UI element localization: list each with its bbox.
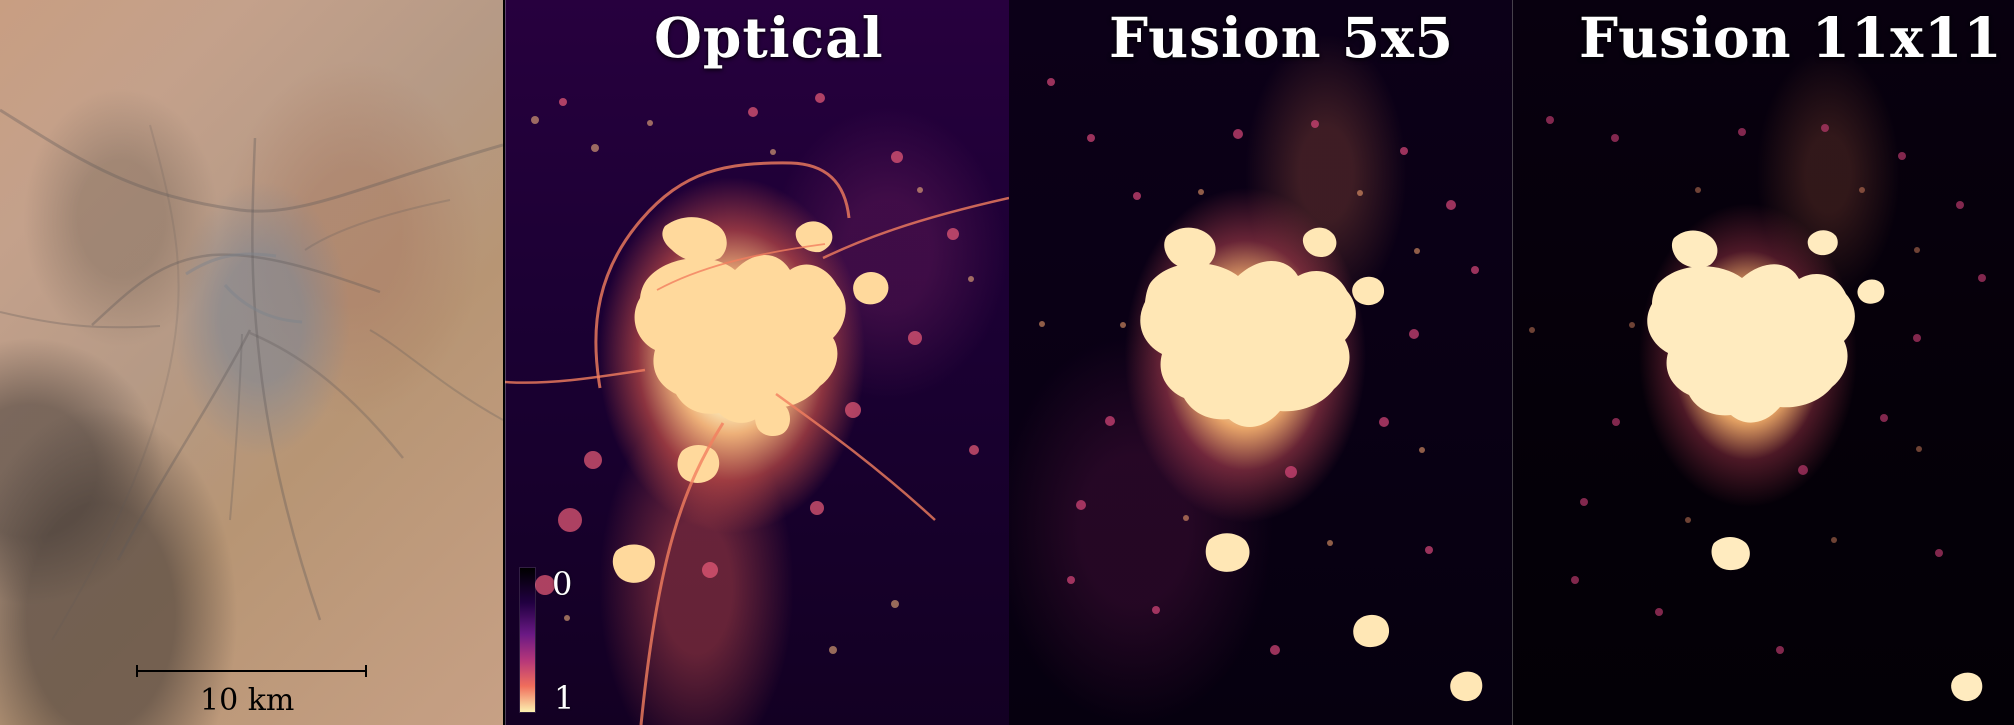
fusion11x11-panel — [1512, 0, 2014, 725]
panel-divider-left — [505, 0, 506, 725]
scale-bar-line — [136, 670, 367, 672]
heatmap-colorbar — [520, 568, 535, 712]
panel-divider-right — [1512, 0, 1513, 725]
scale-bar-left-tick — [136, 665, 138, 677]
scale-bar-label: 10 km — [200, 683, 295, 718]
colorbar-max-label: 1 — [554, 679, 575, 717]
colorbar-min-label: 0 — [552, 565, 573, 603]
fusion5x5-panel — [1009, 0, 1512, 725]
distance-scale-bar — [136, 665, 367, 677]
fusion11x11-title: Fusion 11x11 — [1579, 5, 2003, 70]
scale-bar-right-tick — [365, 665, 367, 677]
fusion11x11-heatmap-overlay — [1529, 116, 1986, 702]
fusion5x5-title: Fusion 5x5 — [1109, 5, 1455, 70]
optical-title: Optical — [654, 5, 884, 70]
optical-heatmap-overlay — [505, 93, 1009, 725]
fusion5x5-heatmap-overlay — [1039, 78, 1483, 702]
satellite-panel — [0, 0, 503, 725]
satellite-road-network — [0, 108, 503, 641]
optical-panel — [505, 0, 1009, 725]
